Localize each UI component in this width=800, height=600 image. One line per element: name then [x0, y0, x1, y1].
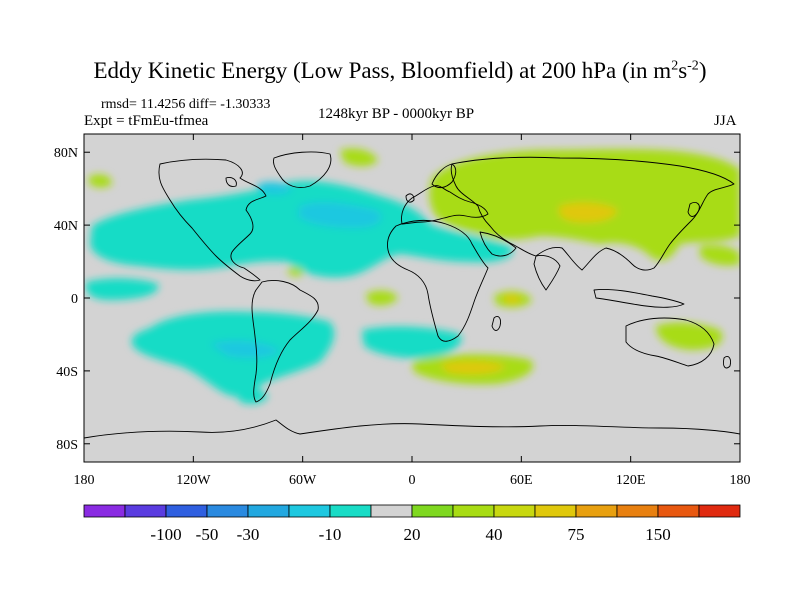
lat-tick-label: 80S	[56, 438, 78, 453]
coast-indonesia	[593, 289, 685, 308]
lon-tick-label: 60E	[510, 473, 533, 488]
colorbar-swatch	[124, 504, 167, 518]
lat-ticks	[84, 151, 740, 445]
colorbar-swatch	[616, 504, 659, 518]
colorbar-label: 150	[645, 525, 671, 544]
lon-tick-label: 60W	[289, 473, 317, 488]
coast-hudson-bay	[225, 177, 237, 187]
australia-positive-region	[656, 322, 723, 350]
north-atlantic-negative-region	[90, 180, 513, 278]
colorbar-labels: -100 -50 -30 -10 20 40 75 150	[150, 525, 670, 544]
colorbar-label: -50	[196, 525, 219, 544]
atlantic-small-positive	[288, 267, 304, 277]
lon-tick-label: 120E	[616, 473, 646, 488]
experiment-label: Expt = tFmEu-tfmea	[84, 113, 209, 129]
lat-tick-label: 40S	[56, 365, 78, 380]
coast-north-america	[158, 158, 267, 282]
colorbar-swatch	[493, 504, 536, 518]
eurasia-positive-core	[558, 202, 618, 223]
coast-uk	[405, 193, 415, 203]
season-label: JJA	[714, 113, 737, 129]
coast-madagascar	[491, 315, 501, 331]
north-pacific-positive-region	[88, 174, 112, 188]
colorbar-swatch	[657, 504, 700, 518]
lat-tick-label: 0	[71, 292, 78, 307]
east-africa-core	[504, 295, 522, 303]
lat-tick-label: 80N	[54, 146, 78, 161]
colorbar-label: -30	[237, 525, 260, 544]
lon-tick-label: 0	[409, 473, 416, 488]
coast-europe	[401, 185, 489, 225]
field-anomaly-layer	[85, 148, 740, 404]
south-atlantic-negative-region	[362, 326, 462, 359]
lon-tick-label: 120W	[176, 473, 211, 488]
plot-title: Eddy Kinetic Energy (Low Pass, Bloomfiel…	[93, 58, 707, 83]
lon-tick-labels: 180 120W 60W 0 60E 120E 180	[74, 473, 751, 488]
time-period-label: 1248kyr BP - 0000kyr BP	[318, 106, 475, 122]
rmsd-diff-label: rmsd= 11.4256 diff= -1.30333	[101, 97, 271, 112]
pacific-nw-positive-region	[700, 245, 740, 266]
arctic-atlantic-positive-region	[340, 148, 378, 167]
colorbar-swatch	[288, 504, 331, 518]
colorbar-swatch	[165, 504, 208, 518]
lat-tick-label: 40N	[54, 219, 78, 234]
coast-antarctica	[84, 419, 740, 439]
colorbar-swatch	[329, 504, 372, 518]
colorbar-label: -100	[150, 525, 181, 544]
south-pacific-core	[210, 340, 280, 358]
coast-south-america	[251, 279, 319, 403]
lat-tick-labels: 80N 40N 0 40S 80S	[54, 146, 78, 453]
west-africa-positive-region	[366, 290, 398, 306]
coast-new-zealand	[723, 355, 731, 369]
coast-africa	[387, 219, 489, 342]
colorbar-label: -10	[319, 525, 342, 544]
colorbar-swatch	[698, 504, 741, 518]
coast-greenland	[273, 151, 332, 188]
colorbar-swatch	[534, 504, 577, 518]
coast-india	[533, 255, 561, 291]
tropical-pacific-negative-region	[85, 278, 159, 300]
south-indian-ocean-core	[440, 361, 506, 374]
coast-asia	[450, 156, 735, 271]
colorbar-swatch	[411, 504, 454, 518]
colorbar-label: 75	[568, 525, 585, 544]
colorbar-swatch	[206, 504, 249, 518]
colorbar-label: 40	[486, 525, 503, 544]
coast-australia	[625, 317, 715, 367]
colorbar-swatch	[370, 504, 413, 518]
colorbar-swatch	[247, 504, 290, 518]
colorbar-swatch	[452, 504, 495, 518]
colorbar-swatch	[575, 504, 618, 518]
coastlines	[84, 151, 740, 439]
colorbar-swatch	[83, 504, 126, 518]
lon-ticks	[83, 134, 741, 462]
colorbar-label: 20	[404, 525, 421, 544]
lon-tick-label: 180	[74, 473, 95, 488]
lon-tick-label: 180	[730, 473, 751, 488]
colorbar	[83, 504, 741, 518]
coast-japan	[687, 201, 700, 217]
north-atlantic-core-2	[258, 182, 292, 195]
coast-arabia	[479, 231, 517, 257]
north-atlantic-core	[298, 202, 382, 228]
coast-scandinavia	[431, 163, 457, 189]
